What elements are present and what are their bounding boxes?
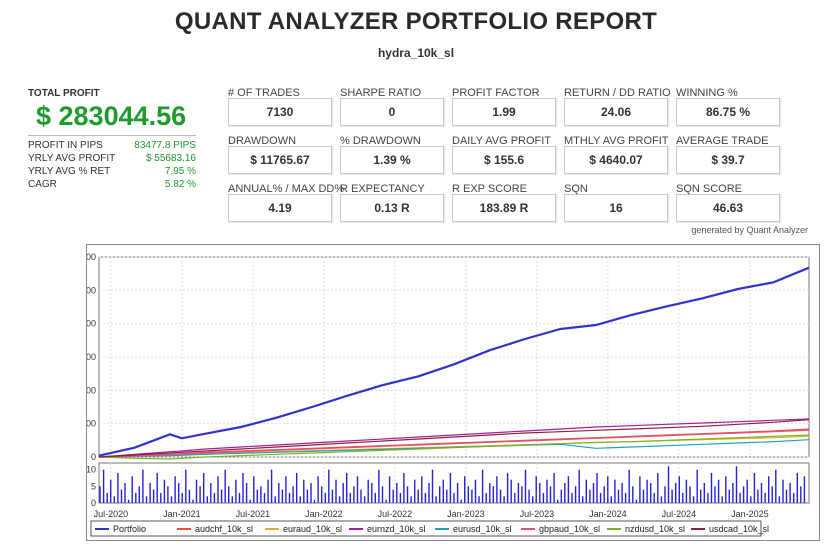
y-tick-label: 100,000 — [87, 385, 96, 395]
summary-value: 83477.8 PIPS — [134, 140, 196, 151]
metric-label-drawdown: DRAWDOWN — [228, 135, 297, 147]
legend-entry: Portfolio — [113, 524, 146, 534]
y-tick-label: 300,000 — [87, 252, 96, 262]
metric-label-winning: WINNING % — [676, 87, 738, 99]
summary-label: CAGR — [28, 179, 57, 190]
y-tick-label: 150,000 — [87, 352, 96, 362]
metric-label-average-trade: AVERAGE TRADE — [676, 135, 769, 147]
metric-label-return-dd: RETURN / DD RATIO — [564, 87, 671, 99]
x-tick-label: Jan-2022 — [305, 509, 343, 519]
summary-label: YRLY AVG PROFIT — [28, 153, 116, 164]
summary-row-cagr: CAGR 5.82 % — [28, 179, 196, 192]
y-tick-label: 0 — [91, 452, 96, 462]
series-line-Portfolio — [98, 266, 810, 457]
series-line-audchf_10k_sl — [98, 428, 810, 458]
volume-tick-label: 10 — [87, 465, 96, 475]
x-tick-label: Jul-2023 — [520, 509, 555, 519]
metric-value-sqn: 16 — [564, 194, 668, 222]
metric-value-pct-drawdown: 1.39 % — [340, 146, 444, 174]
metric-value-trades: 7130 — [228, 98, 332, 126]
legend-entry: euraud_10k_sl — [283, 524, 342, 534]
equity-chart: 0 50,000 100,000 150,000 200,000 250,000 300,0… — [63, 252, 810, 537]
metric-label-daily-avg: DAILY AVG PROFIT — [452, 135, 552, 147]
summary-value: 5.82 % — [164, 179, 196, 190]
volume-tick-label: 5 — [91, 481, 96, 491]
metric-value-sharpe: 0 — [340, 98, 444, 126]
metric-value-drawdown: $ 11765.67 — [228, 146, 332, 174]
report-title: QUANT ANALYZER PORTFOLIO REPORT — [174, 8, 658, 35]
legend-entry: usdcad_10k_sl — [709, 524, 769, 534]
metric-label-trades: # OF TRADES — [228, 87, 300, 99]
total-profit-divider — [28, 135, 196, 136]
metric-label-annual-dd: ANNUAL% / MAX DD% — [228, 183, 345, 195]
x-tick-label: Jan-2023 — [447, 509, 485, 519]
series-line-nzdusd_10k_sl — [98, 434, 810, 460]
x-tick-label: Jan-2021 — [163, 509, 201, 519]
legend-entry: nzdusd_10k_sl — [625, 524, 685, 534]
metric-value-return-dd: 24.06 — [564, 98, 668, 126]
x-tick-label: Jul-2024 — [662, 509, 697, 519]
x-tick-label: Jul-2022 — [378, 509, 413, 519]
metric-label-monthly-avg: MTHLY AVG PROFIT — [564, 135, 669, 147]
metric-label-profit-factor: PROFIT FACTOR — [452, 87, 540, 99]
volume-bars — [99, 466, 806, 503]
legend-entry: audchf_10k_sl — [195, 524, 253, 534]
metric-label-sqn: SQN — [564, 183, 588, 195]
series-line-gbpaud_10k_sl — [98, 429, 810, 458]
x-tick-label: Jan-2024 — [589, 509, 627, 519]
equity-lines — [98, 266, 810, 460]
metric-label-r-exp-score: R EXP SCORE — [452, 183, 527, 195]
metric-label-pct-drawdown: % DRAWDOWN — [340, 135, 421, 147]
metric-value-annual-dd: 4.19 — [228, 194, 332, 222]
metric-value-monthly-avg: $ 4640.07 — [564, 146, 668, 174]
total-profit-label: TOTAL PROFIT — [28, 88, 100, 99]
metric-value-r-exp-score: 183.89 R — [452, 194, 556, 222]
x-tick-label: Jul-2021 — [236, 509, 271, 519]
legend-entry: gbpaud_10k_sl — [539, 524, 600, 534]
summary-row-yrly-profit: YRLY AVG PROFIT $ 55683.16 — [28, 153, 196, 166]
equity-chart-frame: 0 50,000 100,000 150,000 200,000 250,000 300,0… — [63, 244, 820, 541]
legend-entry: eurusd_10k_sl — [453, 524, 512, 534]
legend-entry: eurnzd_10k_sl — [367, 524, 426, 534]
metric-value-sqn-score: 46.63 — [676, 194, 780, 222]
metric-label-r-expectancy: R EXPECTANCY — [340, 183, 425, 195]
summary-value: 7.95 % — [164, 166, 196, 177]
summary-row-yrly-ret: YRLY AVG % RET 7.95 % — [28, 166, 196, 179]
summary-value: $ 55683.16 — [145, 153, 196, 164]
report-subtitle: hydra_10k_sl — [377, 46, 455, 60]
metric-value-average-trade: $ 39.7 — [676, 146, 780, 174]
total-profit-value: $ 283044.56 — [36, 101, 187, 131]
metric-value-profit-factor: 1.99 — [452, 98, 556, 126]
metric-value-winning: 86.75 % — [676, 98, 780, 126]
series-line-eurnzd_10k_sl — [98, 418, 810, 458]
metric-label-sqn-score: SQN SCORE — [676, 183, 743, 195]
legend: Portfolio audchf_10k_sl euraud_10k_sl eurnz… — [95, 524, 769, 534]
metric-label-sharpe: SHARPE RATIO — [340, 87, 422, 99]
x-tick-label: Jan-2025 — [731, 509, 769, 519]
summary-row-pips: PROFIT IN PIPS 83477.8 PIPS — [28, 140, 196, 153]
x-tick-label: Jul-2020 — [94, 509, 129, 519]
summary-label: PROFIT IN PIPS — [28, 140, 103, 151]
volume-tick-label: 0 — [91, 498, 96, 508]
metric-value-daily-avg: $ 155.6 — [452, 146, 556, 174]
generated-by-note: generated by Quant Analyzer — [691, 225, 808, 235]
summary-label: YRLY AVG % RET — [28, 166, 111, 177]
series-line-usdcad_10k_sl — [98, 419, 810, 458]
equity-plot-area — [98, 256, 810, 458]
y-tick-label: 250,000 — [87, 285, 96, 295]
legend-box — [90, 520, 762, 537]
y-tick-label: 50,000 — [87, 419, 96, 429]
metric-value-r-expectancy: 0.13 R — [340, 194, 444, 222]
y-tick-label: 200,000 — [87, 319, 96, 329]
